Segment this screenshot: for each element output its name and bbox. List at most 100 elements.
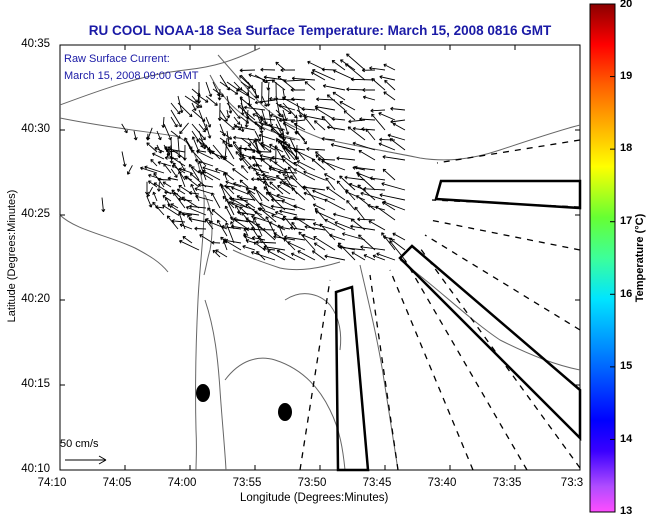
current-arrow	[302, 185, 326, 191]
current-arrow	[239, 68, 256, 73]
current-arrow	[211, 240, 221, 245]
x-axis-label: Longitude (Degrees:Minutes)	[240, 492, 389, 504]
current-arrow	[205, 95, 218, 106]
current-arrow	[284, 145, 306, 151]
current-arrow	[171, 219, 186, 223]
separation-zones	[334, 179, 582, 472]
current-arrow	[185, 205, 207, 216]
current-arrow	[170, 102, 181, 115]
current-arrow	[269, 113, 286, 121]
current-arrow	[241, 165, 249, 174]
current-arrow	[202, 169, 221, 181]
colorbar-tick-label: 16	[620, 288, 633, 300]
colorbar-tick-label: 18	[620, 142, 633, 154]
current-arrow	[173, 192, 186, 209]
current-arrow	[357, 184, 376, 201]
current-arrow	[239, 179, 249, 188]
current-arrow	[208, 220, 228, 230]
current-arrow	[162, 181, 172, 188]
current-arrow	[341, 232, 366, 241]
current-arrow	[191, 136, 200, 153]
current-arrow	[191, 102, 197, 111]
current-arrow	[375, 205, 396, 221]
current-arrow	[352, 141, 376, 151]
scale-arrow	[65, 455, 107, 465]
current-arrow	[382, 168, 396, 181]
current-arrow	[212, 249, 221, 258]
current-arrow	[315, 151, 326, 161]
current-arrow	[357, 217, 376, 222]
current-arrow	[153, 182, 172, 195]
xtick-label: 73:40	[427, 477, 457, 489]
current-arrow	[290, 252, 306, 261]
current-arrow	[157, 177, 172, 182]
current-arrow	[167, 146, 186, 160]
current-arrow	[229, 216, 249, 230]
current-arrow	[235, 151, 249, 167]
current-arrow	[291, 76, 316, 81]
contour-g	[399, 259, 581, 371]
current-arrow	[293, 168, 316, 181]
current-arrow	[197, 183, 214, 188]
current-arrow	[239, 96, 256, 111]
current-arrow	[177, 102, 193, 118]
current-arrow	[319, 223, 336, 241]
current-arrow	[221, 224, 242, 230]
current-arrow	[311, 158, 326, 171]
current-arrow	[278, 103, 296, 111]
current-arrow	[329, 233, 346, 241]
current-arrow	[269, 181, 284, 195]
current-arrow	[313, 120, 326, 131]
current-arrow	[274, 145, 284, 160]
current-arrow	[245, 203, 266, 221]
current-arrow	[336, 180, 346, 191]
current-arrow	[199, 234, 214, 244]
current-arrow	[326, 186, 346, 201]
current-arrow	[230, 197, 249, 209]
current-arrow	[363, 254, 376, 261]
current-arrow	[276, 193, 296, 201]
southeast-lane-zone	[398, 244, 582, 442]
current-arrow	[389, 240, 406, 261]
current-arrow	[287, 241, 306, 251]
current-arrow	[133, 130, 138, 141]
current-arrow	[196, 139, 214, 153]
ytick-label: 40:35	[21, 38, 50, 50]
current-arrow	[355, 195, 376, 211]
current-arrow	[271, 79, 286, 91]
current-arrow	[383, 91, 396, 101]
current-arrow	[239, 75, 256, 91]
current-arrow	[166, 215, 179, 230]
current-arrow	[348, 119, 366, 124]
current-arrow	[178, 197, 193, 202]
ytick-label: 40:30	[21, 123, 50, 135]
current-arrow	[376, 252, 396, 261]
buoy-marker	[278, 403, 292, 421]
current-arrow	[211, 209, 228, 223]
current-arrow	[164, 155, 179, 160]
colorbar-tick-label: 14	[620, 433, 633, 445]
current-arrow	[357, 173, 376, 191]
current-arrow	[257, 235, 270, 251]
colorbar-title: Temperature (°C)	[634, 213, 646, 303]
current-arrow	[343, 110, 356, 121]
current-arrow	[274, 211, 284, 216]
current-arrow	[232, 168, 249, 181]
scale-label: 50 cm/s	[60, 438, 99, 450]
current-arrow	[240, 81, 251, 89]
xtick-label: 73:45	[362, 477, 392, 489]
current-arrow	[259, 202, 276, 211]
current-arrow	[269, 96, 296, 101]
ytick-label: 40:15	[21, 378, 50, 390]
current-arrow	[322, 84, 346, 91]
current-arrow	[205, 123, 212, 139]
current-arrow	[231, 186, 249, 195]
current-arrow	[188, 216, 207, 223]
current-arrow	[277, 185, 291, 195]
current-arrow	[363, 186, 386, 191]
current-arrow	[344, 63, 366, 81]
current-arrow	[232, 141, 242, 153]
current-arrow	[194, 187, 214, 195]
current-arrow	[179, 223, 193, 230]
